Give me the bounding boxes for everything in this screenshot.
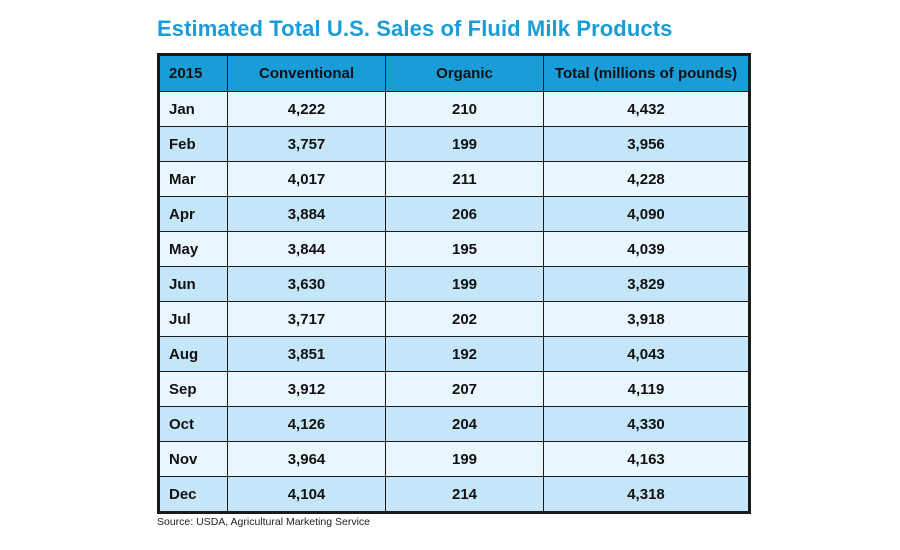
header-row: 2015 Conventional Organic Total (million… — [159, 55, 749, 92]
cell-organic: 199 — [385, 126, 544, 162]
cell-total: 4,330 — [543, 406, 749, 442]
cell-total: 3,918 — [543, 301, 749, 337]
cell-conventional: 3,717 — [227, 301, 386, 337]
cell-total: 4,043 — [543, 336, 749, 372]
cell-month: Feb — [159, 126, 228, 162]
milk-sales-table: 2015 Conventional Organic Total (million… — [159, 55, 749, 512]
table-body: Jan 4,222 210 4,432 Feb 3,757 199 3,956 Mar 4,017… — [159, 91, 749, 512]
cell-conventional: 4,104 — [227, 476, 386, 512]
cell-conventional: 3,844 — [227, 231, 386, 267]
column-header-organic: Organic — [385, 55, 544, 92]
cell-organic: 206 — [385, 196, 544, 232]
table-row: Dec 4,104 214 4,318 — [159, 476, 749, 512]
cell-conventional: 4,222 — [227, 91, 386, 127]
cell-conventional: 4,126 — [227, 406, 386, 442]
table-row: Jul 3,717 202 3,918 — [159, 301, 749, 337]
table-row: Mar 4,017 211 4,228 — [159, 161, 749, 197]
chart-title: Estimated Total U.S. Sales of Fluid Milk… — [157, 16, 673, 41]
column-header-conventional: Conventional — [227, 55, 386, 92]
cell-total: 4,039 — [543, 231, 749, 267]
cell-organic: 210 — [385, 91, 544, 127]
cell-month: Jul — [159, 301, 228, 337]
column-header-total: Total (millions of pounds) — [543, 55, 749, 92]
cell-total: 4,318 — [543, 476, 749, 512]
cell-organic: 207 — [385, 371, 544, 407]
column-header-year: 2015 — [159, 55, 228, 92]
cell-conventional: 3,851 — [227, 336, 386, 372]
cell-month: Oct — [159, 406, 228, 442]
table-row: Aug 3,851 192 4,043 — [159, 336, 749, 372]
cell-organic: 195 — [385, 231, 544, 267]
table-row: Feb 3,757 199 3,956 — [159, 126, 749, 162]
table-row: Nov 3,964 199 4,163 — [159, 441, 749, 477]
cell-month: Sep — [159, 371, 228, 407]
cell-organic: 211 — [385, 161, 544, 197]
cell-total: 4,119 — [543, 371, 749, 407]
cell-total: 3,829 — [543, 266, 749, 302]
cell-month: Nov — [159, 441, 228, 477]
table-row: May 3,844 195 4,039 — [159, 231, 749, 267]
table-row: Sep 3,912 207 4,119 — [159, 371, 749, 407]
cell-month: Mar — [159, 161, 228, 197]
cell-organic: 192 — [385, 336, 544, 372]
cell-month: May — [159, 231, 228, 267]
cell-conventional: 3,912 — [227, 371, 386, 407]
cell-total: 4,228 — [543, 161, 749, 197]
table-row: Jun 3,630 199 3,829 — [159, 266, 749, 302]
cell-month: Aug — [159, 336, 228, 372]
cell-organic: 202 — [385, 301, 544, 337]
cell-conventional: 3,757 — [227, 126, 386, 162]
cell-organic: 204 — [385, 406, 544, 442]
cell-conventional: 3,964 — [227, 441, 386, 477]
cell-total: 3,956 — [543, 126, 749, 162]
cell-conventional: 3,630 — [227, 266, 386, 302]
cell-total: 4,163 — [543, 441, 749, 477]
cell-organic: 199 — [385, 441, 544, 477]
cell-month: Dec — [159, 476, 228, 512]
cell-conventional: 3,884 — [227, 196, 386, 232]
cell-month: Apr — [159, 196, 228, 232]
source-note: Source: USDA, Agricultural Marketing Ser… — [157, 516, 370, 528]
cell-month: Jun — [159, 266, 228, 302]
cell-month: Jan — [159, 91, 228, 127]
cell-organic: 199 — [385, 266, 544, 302]
cell-total: 4,090 — [543, 196, 749, 232]
cell-total: 4,432 — [543, 91, 749, 127]
milk-sales-table-container: 2015 Conventional Organic Total (million… — [157, 53, 751, 514]
table-row: Jan 4,222 210 4,432 — [159, 91, 749, 127]
table-row: Oct 4,126 204 4,330 — [159, 406, 749, 442]
table-row: Apr 3,884 206 4,090 — [159, 196, 749, 232]
cell-conventional: 4,017 — [227, 161, 386, 197]
cell-organic: 214 — [385, 476, 544, 512]
